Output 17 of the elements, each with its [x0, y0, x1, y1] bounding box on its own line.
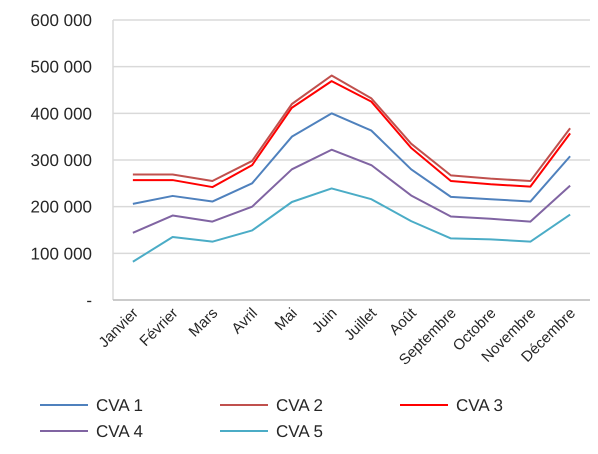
y-tick-label: 200 000	[30, 198, 92, 217]
x-tick-label: Juin	[308, 304, 340, 336]
y-tick-label: 100 000	[30, 244, 92, 264]
y-tick-label: 500 000	[30, 58, 92, 77]
y-tick-label: 300 000	[30, 150, 92, 170]
y-tick-label: 600 000	[30, 10, 92, 30]
legend-label: CVA 4	[96, 422, 143, 441]
legend-label: CVA 5	[276, 422, 323, 441]
line-series	[132, 187, 572, 263]
legend-label: CVA 3	[456, 396, 503, 415]
legend-label: CVA 1	[96, 396, 143, 415]
line-series	[132, 112, 572, 205]
x-tick-label: Mai	[272, 304, 301, 334]
legend-label: CVA 2	[276, 396, 323, 415]
y-tick-label: 400 000	[30, 104, 92, 124]
y-tick-label: -	[86, 290, 92, 310]
line-series	[132, 148, 572, 234]
